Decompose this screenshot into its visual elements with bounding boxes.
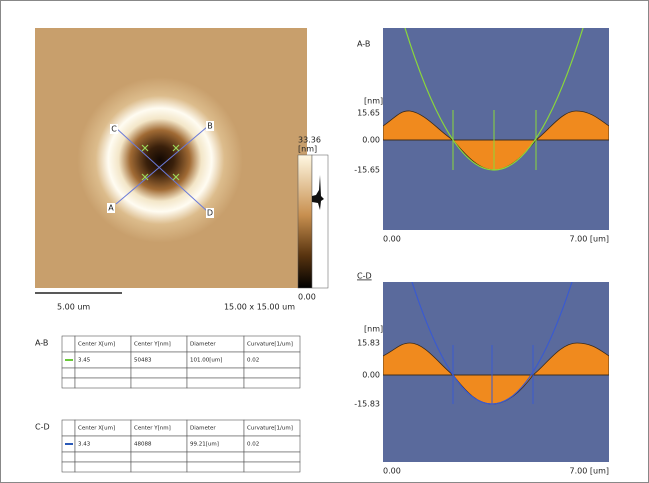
- table-cell: [187, 452, 244, 462]
- y-tick-label: 0.00: [362, 371, 380, 380]
- marker-label: B: [207, 122, 213, 131]
- y-tick-label: -15.83: [354, 400, 380, 409]
- table-value: 0.02: [247, 442, 259, 448]
- table-cell: [75, 462, 131, 472]
- table-header: Curvature[1/um]: [247, 426, 293, 432]
- table-header: Center X[um]: [78, 426, 115, 432]
- x-tick-label: 7.00 [um]: [570, 467, 609, 476]
- table-cell: [62, 420, 75, 436]
- table-header: Diameter: [190, 426, 216, 432]
- table-cell: [75, 368, 131, 378]
- color-bar: [298, 155, 312, 288]
- table-cell: [62, 368, 75, 378]
- profile-label: C-D: [357, 272, 372, 281]
- x-tick-label: 0.00: [383, 235, 401, 244]
- histogram: [312, 155, 328, 288]
- marker-label: A: [108, 204, 114, 213]
- y-tick-label: 15.65: [357, 109, 380, 118]
- table-cell: [244, 452, 300, 462]
- size-label: 15.00 x 15.00 um: [224, 303, 295, 312]
- table-cell: [187, 378, 244, 388]
- table-cell: [131, 378, 187, 388]
- table-cell: [244, 462, 300, 472]
- scale-label: 5.00 um: [57, 303, 90, 312]
- table-value: 3.45: [78, 358, 91, 364]
- table-cell: [75, 452, 131, 462]
- table-header: Diameter: [190, 342, 216, 348]
- table-cell: [131, 368, 187, 378]
- unit-label: [nm]: [298, 145, 317, 154]
- table-cell: [131, 452, 187, 462]
- table-value: 101.00[um]: [190, 358, 222, 364]
- table-header: Center X[um]: [78, 342, 115, 348]
- max-label: 33.36: [298, 136, 321, 145]
- table-label: A-B: [35, 339, 48, 348]
- table-cell: [244, 368, 300, 378]
- table-label: C-D: [35, 423, 50, 432]
- y-tick-label: -15.65: [354, 166, 380, 175]
- y-unit: [nm]: [364, 97, 383, 106]
- table-cell: [62, 378, 75, 388]
- table-cell: [62, 452, 75, 462]
- table-cell: [75, 378, 131, 388]
- table-value: 0.02: [247, 358, 259, 364]
- table-value: 50483: [134, 358, 152, 364]
- table-cell: [187, 368, 244, 378]
- y-unit: [nm]: [364, 325, 383, 334]
- table-header: Center Y[nm]: [134, 342, 171, 348]
- table-value: 3.43: [78, 442, 91, 448]
- table-cell: [187, 462, 244, 472]
- marker-label: C: [111, 125, 117, 134]
- table-cell: [62, 336, 75, 352]
- screen: A B C D 33.36 [nm] 0.00 5.00 um 15.00 x 15.…: [0, 0, 649, 483]
- x-tick-label: 0.00: [383, 467, 401, 476]
- table-header: Center Y[nm]: [134, 426, 171, 432]
- table-cell: [131, 462, 187, 472]
- table-header: Curvature[1/um]: [247, 342, 293, 348]
- y-tick-label: 0.00: [362, 136, 380, 145]
- min-label: 0.00: [298, 293, 316, 302]
- table-cell: [62, 462, 75, 472]
- table-cell: [244, 378, 300, 388]
- x-tick-label: 7.00 [um]: [570, 235, 609, 244]
- profile-label: A-B: [357, 40, 370, 49]
- y-tick-label: 15.83: [357, 339, 380, 348]
- marker-label: D: [207, 209, 213, 218]
- table-value: 48088: [134, 442, 152, 448]
- table-value: 99.21[um]: [190, 442, 219, 448]
